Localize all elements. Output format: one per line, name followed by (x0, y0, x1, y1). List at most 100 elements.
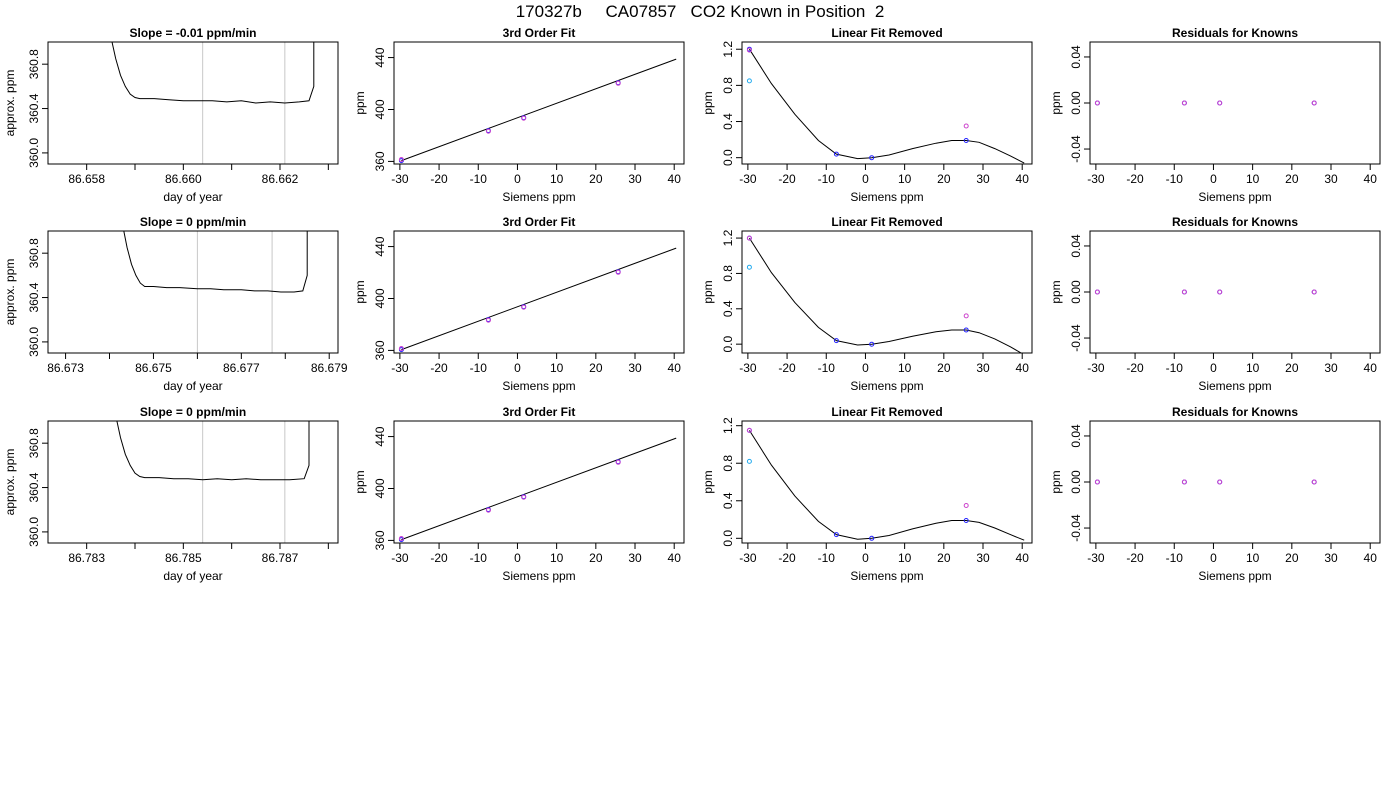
y-tick-label: 1.2 (721, 41, 735, 58)
x-tick-label: -10 (1166, 551, 1184, 565)
y-axis-label: approx. ppm (3, 449, 17, 516)
y-axis-label: ppm (701, 470, 715, 493)
y-tick-label: 440 (373, 47, 387, 67)
chart-title: Residuals for Knowns (1172, 26, 1298, 40)
chart-title: 3rd Order Fit (503, 215, 576, 229)
x-tick-label: 30 (1324, 551, 1338, 565)
data-point (869, 341, 875, 347)
chart-panel-7: Linear Fit Removed -30 -20 -10 0 10 20 30 40 0.0 0… (701, 215, 1033, 393)
y-tick-label: 440 (373, 236, 387, 256)
y-tick-label: 1.2 (721, 417, 735, 434)
data-point (746, 264, 752, 270)
x-tick-label: -20 (430, 551, 448, 565)
x-tick-label: 0 (1210, 551, 1217, 565)
x-tick-label: -20 (778, 172, 796, 186)
y-tick-label: 0.8 (721, 265, 735, 282)
data-point (1094, 289, 1100, 295)
x-tick-label: -20 (430, 172, 448, 186)
y-tick-label: 360.0 (27, 138, 41, 168)
x-tick-label: 0 (862, 551, 869, 565)
x-tick-label: 30 (976, 551, 990, 565)
x-tick-label: 86.679 (311, 361, 348, 375)
x-tick-label: 30 (628, 172, 642, 186)
y-tick-label: 0.4 (721, 113, 735, 130)
y-tick-label: 0.00 (1069, 470, 1083, 494)
data-point (398, 346, 404, 351)
x-tick-label: 10 (550, 551, 564, 565)
data-point (963, 138, 969, 143)
x-tick-label: 20 (1285, 551, 1299, 565)
plot-area (746, 46, 1025, 164)
fit-line (401, 247, 677, 351)
plot-area (123, 231, 308, 293)
x-tick-label: 86.673 (47, 361, 84, 375)
y-tick-label: 360.0 (27, 327, 41, 357)
data-point (485, 128, 491, 134)
x-tick-label: 86.658 (68, 172, 105, 186)
x-tick-label: 0 (1210, 361, 1217, 375)
x-tick-label: 40 (668, 172, 682, 186)
y-tick-label: 1.2 (721, 229, 735, 246)
x-tick-label: -30 (1087, 361, 1105, 375)
x-tick-label: 40 (1364, 172, 1378, 186)
y-axis-label: ppm (353, 91, 367, 114)
y-tick-label: 0.0 (721, 530, 735, 547)
x-tick-label: 40 (1016, 361, 1030, 375)
y-tick-label: 0.0 (721, 149, 735, 166)
y-tick-label: 400 (373, 478, 387, 498)
x-tick-label: 86.677 (223, 361, 260, 375)
plot-area (746, 235, 1023, 353)
plot-frame (741, 41, 1033, 165)
plot-area (746, 427, 1025, 541)
chart-title: Residuals for Knowns (1172, 215, 1298, 229)
x-tick-label: 10 (898, 361, 912, 375)
data-point (398, 157, 404, 162)
data-point (485, 317, 491, 323)
series-line (123, 231, 308, 293)
data-point (869, 155, 875, 161)
chart-title: Linear Fit Removed (831, 405, 942, 419)
x-axis-label: day of year (163, 379, 222, 393)
fit-line (401, 437, 677, 541)
plot-frame (1089, 420, 1381, 544)
y-tick-label: 360 (373, 530, 387, 550)
data-point (963, 313, 969, 319)
x-tick-label: -10 (1166, 361, 1184, 375)
plot-frame (47, 41, 339, 165)
x-tick-label: -20 (430, 361, 448, 375)
x-tick-label: 10 (550, 361, 564, 375)
data-point (1094, 479, 1100, 485)
x-tick-label: -30 (739, 361, 757, 375)
x-tick-label: 10 (1246, 172, 1260, 186)
chart-panel-10: 3rd Order Fit -30 -20 -10 0 10 20 30 40 360 400 440… (353, 405, 685, 583)
data-point (746, 427, 752, 433)
plot-frame (393, 420, 685, 544)
chart-title: Linear Fit Removed (831, 215, 942, 229)
x-tick-label: 86.662 (262, 172, 299, 186)
x-tick-label: 20 (589, 172, 603, 186)
plot-area (1094, 289, 1317, 295)
chart-panel-12: Residuals for Knowns -30 -20 -10 0 10 20 30 40 -0… (1049, 405, 1381, 583)
y-tick-label: 360 (373, 151, 387, 171)
x-tick-label: 30 (976, 361, 990, 375)
x-tick-label: -10 (818, 172, 836, 186)
data-point (1181, 289, 1187, 295)
x-tick-label: -30 (1087, 172, 1105, 186)
x-tick-label: 86.785 (165, 551, 202, 565)
x-tick-label: -20 (1126, 361, 1144, 375)
y-tick-label: 0.4 (721, 492, 735, 509)
x-tick-label: -20 (778, 361, 796, 375)
data-point (963, 503, 969, 508)
x-tick-label: 10 (1246, 361, 1260, 375)
data-point (485, 507, 491, 513)
data-point (521, 115, 527, 121)
x-tick-label: -20 (778, 551, 796, 565)
x-tick-label: 40 (1364, 551, 1378, 565)
chart-title: 3rd Order Fit (503, 405, 576, 419)
chart-panel-6: 3rd Order Fit -30 -20 -10 0 10 20 30 40 360 400 440… (353, 215, 685, 393)
x-tick-label: -30 (1087, 551, 1105, 565)
x-tick-label: 40 (668, 551, 682, 565)
x-axis-label: Siemens ppm (1198, 190, 1271, 204)
chart-title: Residuals for Knowns (1172, 405, 1298, 419)
x-axis-label: Siemens ppm (502, 379, 575, 393)
